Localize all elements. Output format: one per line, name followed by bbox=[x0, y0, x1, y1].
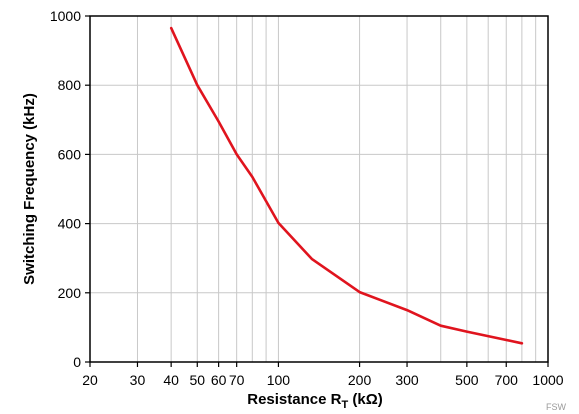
x-tick-label: 50 bbox=[189, 372, 205, 388]
x-axis-title-subscript: T bbox=[341, 399, 348, 411]
y-tick-label: 400 bbox=[58, 216, 82, 232]
y-tick-label: 0 bbox=[73, 354, 81, 370]
x-tick-label: 20 bbox=[82, 372, 98, 388]
y-tick-label: 800 bbox=[58, 77, 82, 93]
x-tick-label: 60 bbox=[211, 372, 227, 388]
x-tick-label: 700 bbox=[495, 372, 519, 388]
y-tick-label: 1000 bbox=[50, 8, 81, 24]
x-tick-label: 1000 bbox=[532, 372, 563, 388]
y-tick-labels: 0 200 400 600 800 1000 bbox=[50, 8, 81, 370]
x-tick-labels: 20 30 40 50 60 70 100 200 300 500 700 1000 bbox=[82, 372, 564, 388]
x-tick-label: 500 bbox=[455, 372, 479, 388]
y-tick-label: 200 bbox=[58, 285, 82, 301]
watermark: FSW bbox=[546, 402, 567, 412]
frequency-curve bbox=[169, 26, 524, 345]
x-tick-label: 30 bbox=[130, 372, 146, 388]
x-tick-label: 100 bbox=[267, 372, 291, 388]
x-axis-title: Resistance RT (kΩ) bbox=[247, 391, 382, 411]
grid-lines bbox=[89, 15, 549, 363]
x-tick-label: 300 bbox=[395, 372, 419, 388]
x-axis-title-unit: (kΩ) bbox=[348, 391, 383, 408]
x-tick-label: 70 bbox=[229, 372, 245, 388]
plot-frame bbox=[89, 15, 549, 363]
x-tick-label: 40 bbox=[163, 372, 179, 388]
x-axis-title-main: Resistance R bbox=[247, 391, 341, 408]
tick-marks bbox=[85, 15, 549, 367]
series-layer bbox=[169, 26, 524, 345]
y-tick-label: 600 bbox=[58, 146, 82, 162]
x-tick-label: 200 bbox=[348, 372, 372, 388]
y-axis-title: Switching Frequency (kHz) bbox=[21, 93, 38, 285]
